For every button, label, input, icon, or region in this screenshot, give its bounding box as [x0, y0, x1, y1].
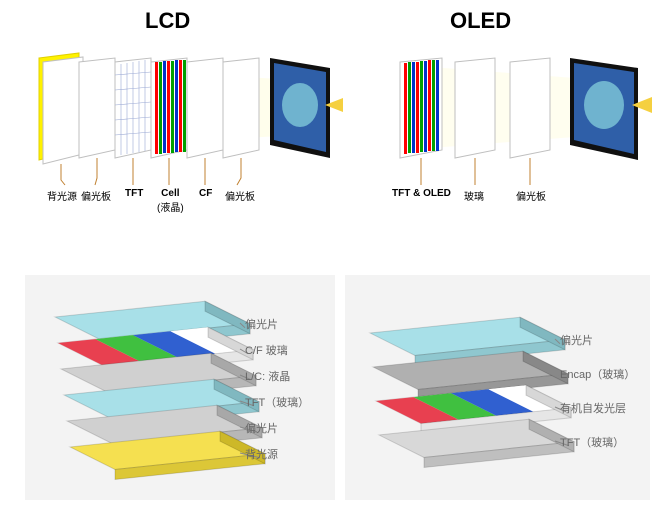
panel-backlight: [39, 53, 83, 164]
label-tft: TFT: [125, 188, 143, 199]
label-backlight: 背光源: [47, 188, 77, 203]
label-glass: 玻璃: [464, 188, 484, 203]
oled-stack-panel: 偏光片 Encap（玻璃） 有机自发光层 TFT（玻璃）: [345, 275, 650, 500]
panel-polarizer-2: [223, 58, 259, 158]
layer-label: C/F 玻璃: [245, 342, 288, 358]
layer-label: 偏光片: [245, 316, 278, 332]
bracket-lines: [421, 158, 530, 185]
oled-title: OLED: [450, 8, 511, 34]
panel-display: [570, 58, 638, 160]
oled-exploded-view: TFT & OLED 玻璃 偏光板: [370, 50, 660, 225]
layer-label: 偏光片: [245, 420, 278, 436]
oled-layer-stack: [370, 317, 574, 467]
lcd-layer-stack: [55, 301, 265, 479]
lcd-exploded-view: 背光源 偏光板 TFT Cell(液晶) CF 偏光板: [25, 50, 345, 225]
panel-polarizer: [510, 58, 550, 158]
label-polarizer-2: 偏光板: [225, 188, 255, 203]
layer-label: Encap（玻璃）: [560, 366, 635, 382]
panel-tft: [115, 58, 151, 158]
layer-label: 有机自发光层: [560, 400, 626, 416]
panel-cf: [187, 58, 223, 158]
panel-display: [270, 58, 330, 158]
panel-glass: [455, 58, 495, 158]
lcd-stack-panel: 偏光片 C/F 玻璃 L/C: 液晶 TFT（玻璃） 偏光片背光源: [25, 275, 335, 500]
layer-label: 偏光片: [560, 332, 593, 348]
layer-label: 背光源: [245, 446, 278, 462]
layer-label: L/C: 液晶: [245, 368, 290, 384]
bracket-lines: [61, 158, 241, 185]
label-cell: Cell(液晶): [157, 188, 184, 214]
label-polarizer-1: 偏光板: [81, 188, 111, 203]
panel-tft-oled: [400, 58, 442, 158]
layer-label: TFT（玻璃）: [560, 434, 624, 450]
label-tft-oled: TFT & OLED: [392, 188, 451, 199]
label-polarizer: 偏光板: [516, 188, 546, 203]
panel-polarizer-1: [79, 58, 115, 158]
panel-cell: [151, 58, 187, 158]
lcd-title: LCD: [145, 8, 190, 34]
label-cf: CF: [199, 188, 212, 199]
layer-label: TFT（玻璃）: [245, 394, 309, 410]
